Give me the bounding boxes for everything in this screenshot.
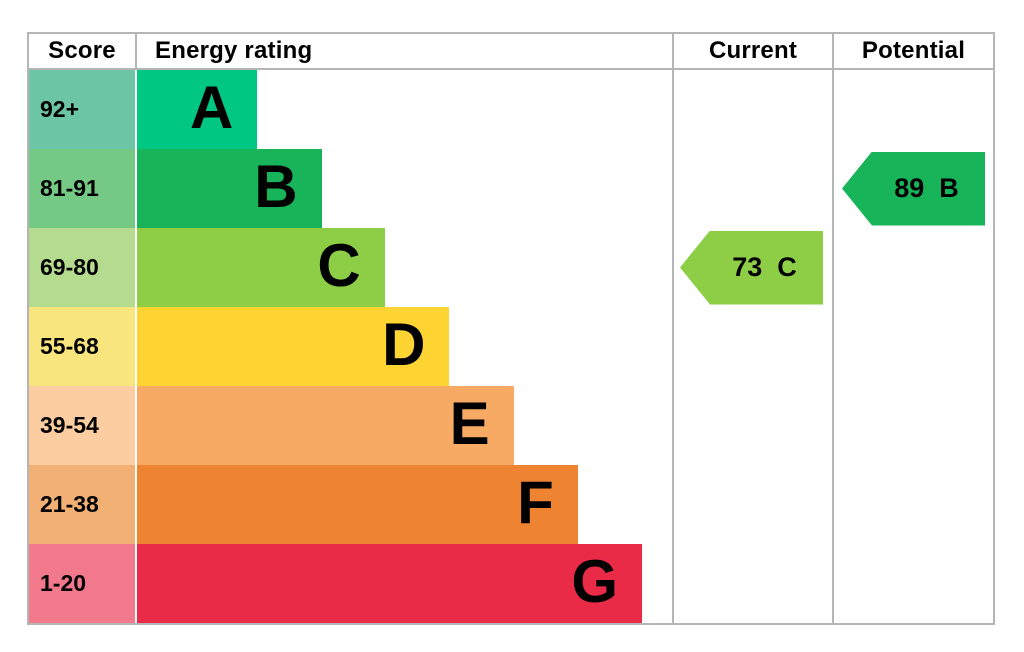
band-row-g: 1-20 G xyxy=(29,544,993,623)
potential-cell-f xyxy=(832,465,993,544)
current-band: C xyxy=(777,252,797,282)
energy-cell-a: A xyxy=(137,70,672,149)
score-range-b: 81-91 xyxy=(29,149,137,228)
band-letter-a: A xyxy=(190,73,234,141)
energy-cell-e: E xyxy=(137,386,672,465)
epc-table: Score Energy rating Current Potential 92… xyxy=(27,32,995,625)
band-bar-e: E xyxy=(137,386,514,465)
band-letter-d: D xyxy=(382,310,426,378)
potential-cell-d xyxy=(832,307,993,386)
band-row-d: 55-68 D xyxy=(29,307,993,386)
current-cell-e xyxy=(672,386,832,465)
score-range-f: 21-38 xyxy=(29,465,137,544)
potential-band: B xyxy=(939,173,959,203)
current-cell-d xyxy=(672,307,832,386)
current-cell-g xyxy=(672,544,832,623)
current-rating-arrow: 73 C xyxy=(680,230,823,305)
band-row-f: 21-38 F xyxy=(29,465,993,544)
current-cell-c: 73 C xyxy=(672,228,832,307)
score-range-e: 39-54 xyxy=(29,386,137,465)
header-score: Score xyxy=(29,34,137,68)
current-cell-f xyxy=(672,465,832,544)
band-row-c: 69-80 C 73 C xyxy=(29,228,993,307)
potential-cell-c xyxy=(832,228,993,307)
energy-cell-g: G xyxy=(137,544,672,623)
band-row-e: 39-54 E xyxy=(29,386,993,465)
band-row-a: 92+ A xyxy=(29,70,993,149)
band-letter-c: C xyxy=(317,231,361,299)
potential-cell-b: 89 B xyxy=(832,149,993,228)
header-row: Score Energy rating Current Potential xyxy=(29,34,993,70)
band-bar-c: C xyxy=(137,228,385,307)
header-energy-rating: Energy rating xyxy=(155,37,313,64)
band-letter-e: E xyxy=(449,389,490,457)
potential-cell-g xyxy=(832,544,993,623)
current-value: 73 xyxy=(732,252,763,282)
band-bar-g: G xyxy=(137,544,643,623)
score-range-c: 69-80 xyxy=(29,228,137,307)
potential-cell-a xyxy=(832,70,993,149)
energy-cell-f: F xyxy=(137,465,672,544)
header-potential: Potential xyxy=(832,34,993,68)
current-cell-b xyxy=(672,149,832,228)
energy-cell-b: B xyxy=(137,149,672,228)
band-bar-a: A xyxy=(137,70,258,149)
potential-value: 89 xyxy=(894,173,925,203)
score-range-a: 92+ xyxy=(29,70,137,149)
energy-cell-c: C xyxy=(137,228,672,307)
band-row-b: 81-91 B 89 B xyxy=(29,149,993,228)
potential-rating-arrow: 89 B xyxy=(842,151,985,226)
score-range-d: 55-68 xyxy=(29,307,137,386)
score-range-g: 1-20 xyxy=(29,544,137,623)
band-bar-b: B xyxy=(137,149,322,228)
energy-cell-d: D xyxy=(137,307,672,386)
potential-cell-e xyxy=(832,386,993,465)
band-bar-d: D xyxy=(137,307,450,386)
band-letter-b: B xyxy=(254,152,298,220)
band-letter-f: F xyxy=(517,468,554,536)
band-bar-f: F xyxy=(137,465,578,544)
band-letter-g: G xyxy=(571,547,619,615)
current-cell-a xyxy=(672,70,832,149)
header-current: Current xyxy=(672,34,832,68)
